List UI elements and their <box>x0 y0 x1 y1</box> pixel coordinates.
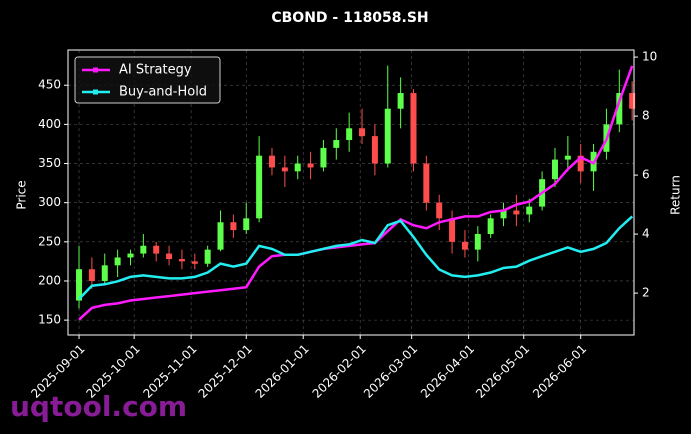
candle-body <box>114 257 121 266</box>
y2-tick-label: 4 <box>642 227 650 241</box>
y2-tick-label: 10 <box>642 50 657 64</box>
y2-tick-label: 6 <box>642 168 650 182</box>
y-tick-label: 300 <box>38 195 61 209</box>
candle-body <box>564 155 571 160</box>
candle-body <box>191 261 198 264</box>
candle-body <box>397 93 404 109</box>
candle-body <box>526 206 533 215</box>
candle-body <box>333 140 340 148</box>
candle-body <box>307 163 314 168</box>
candle-body <box>461 241 468 250</box>
candle-body <box>449 218 456 242</box>
y-tick-label: 250 <box>38 234 61 248</box>
candle-body <box>101 265 108 281</box>
candle-body <box>346 128 353 141</box>
y-tick-label: 200 <box>38 273 61 287</box>
candle-body <box>127 253 134 258</box>
y-tick-label: 400 <box>38 117 61 131</box>
candle-body <box>487 218 494 234</box>
line-series <box>78 65 634 321</box>
candle-body <box>230 222 237 231</box>
candle-body <box>88 269 95 281</box>
candle-body <box>204 249 211 264</box>
chart-title: CBOND - 118058.SH <box>271 10 428 26</box>
candle-body <box>76 269 83 301</box>
candle-body <box>410 93 417 164</box>
candle-body <box>577 155 584 172</box>
candle-body <box>359 128 366 137</box>
y2-axis-label: Return <box>669 175 683 215</box>
candle-body <box>500 210 507 219</box>
candle-body <box>268 155 275 168</box>
candle-body <box>294 163 301 172</box>
candle-body <box>281 167 288 172</box>
candle-body <box>243 218 250 231</box>
legend-label: AI Strategy <box>119 63 192 78</box>
y2-tick-label: 8 <box>642 109 650 123</box>
candle-body <box>166 253 173 260</box>
candle-body <box>384 108 391 164</box>
line-series <box>78 215 634 300</box>
watermark: uqtool.com <box>10 390 187 423</box>
y-tick-label: 450 <box>38 78 61 92</box>
candle-body <box>178 259 185 262</box>
candle-body <box>436 202 443 219</box>
legend-label: Buy-and-Hold <box>119 85 207 100</box>
candle-body <box>140 245 147 254</box>
candle-body <box>616 93 623 125</box>
candle-body <box>629 93 636 109</box>
candle-body <box>551 159 558 180</box>
legend-marker <box>93 89 98 95</box>
candle-body <box>423 163 430 203</box>
y-tick-label: 150 <box>38 313 61 327</box>
y-tick-label: 350 <box>38 156 61 170</box>
candle-body <box>513 210 520 215</box>
candle-body <box>371 136 378 164</box>
y2-tick-label: 2 <box>642 286 650 300</box>
legend-marker <box>93 67 98 73</box>
legend-box <box>74 56 221 104</box>
y-axis-label: Price <box>15 180 29 209</box>
candle-body <box>256 155 263 219</box>
plot-frame <box>67 49 635 336</box>
candle-body <box>153 245 160 254</box>
candle-body <box>217 222 224 250</box>
candle-body <box>320 147 327 168</box>
candle-body <box>474 233 481 250</box>
